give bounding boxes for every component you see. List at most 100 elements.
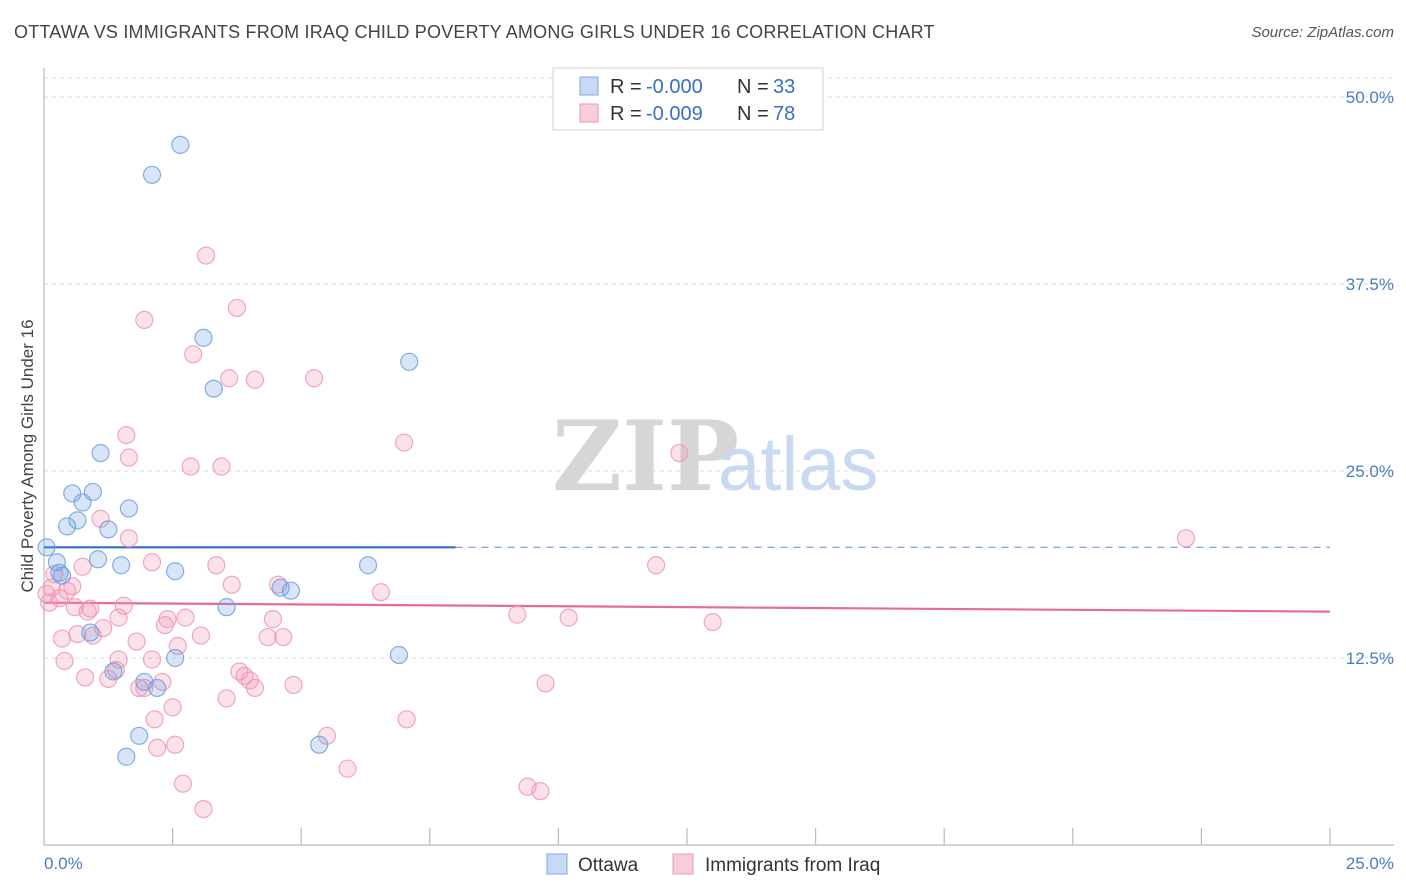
iraq-point xyxy=(148,738,167,757)
iraq-point xyxy=(173,774,192,793)
x-tick-label-min: 0.0% xyxy=(44,854,83,873)
iraq-point xyxy=(647,556,666,575)
iraq-point xyxy=(196,246,216,265)
ottawa-point xyxy=(400,352,419,371)
iraq-point xyxy=(130,678,149,698)
iraq-point xyxy=(109,650,128,669)
y-tick-label: 12.5% xyxy=(1346,649,1394,668)
ottawa-point xyxy=(171,135,190,154)
iraq-point xyxy=(37,584,56,603)
iraq-point xyxy=(184,345,203,364)
iraq-point xyxy=(222,575,241,594)
legend-r-value-ottawa: -0.000 xyxy=(646,76,703,98)
iraq-point xyxy=(284,675,303,695)
iraq-point xyxy=(168,636,187,656)
iraq-point xyxy=(78,602,97,621)
source-label: Source: ZipAtlas.com xyxy=(1251,24,1394,41)
ottawa-point xyxy=(119,499,138,518)
iraq-point xyxy=(508,605,527,624)
iraq-point xyxy=(194,799,213,819)
ottawa-point xyxy=(271,578,290,597)
data-points xyxy=(37,135,1196,819)
iraq-point xyxy=(274,627,293,647)
ottawa-point xyxy=(68,511,87,530)
ottawa-point xyxy=(166,562,185,581)
legend-swatch-ottawa xyxy=(579,76,599,96)
iraq-point xyxy=(670,443,689,463)
legend-n-value-iraq: 78 xyxy=(773,103,795,125)
iraq-point xyxy=(142,553,162,572)
legend-r-label-iraq: R = xyxy=(610,103,642,125)
y-tick-label: 25.0% xyxy=(1346,462,1394,481)
ottawa-point xyxy=(63,484,82,503)
ottawa-point xyxy=(117,747,136,766)
x-tick-label-max: 25.0% xyxy=(1346,854,1394,873)
y-tick-label: 50.0% xyxy=(1346,88,1394,107)
ottawa-point xyxy=(91,443,110,463)
iraq-trend-line xyxy=(43,601,1331,613)
legend-swatch-iraq xyxy=(579,103,599,123)
iraq-point xyxy=(258,627,277,647)
chart-title: OTTAWA VS IMMIGRANTS FROM IRAQ CHILD POV… xyxy=(14,22,935,42)
iraq-point xyxy=(117,425,136,445)
iraq-point xyxy=(166,735,185,754)
iraq-point xyxy=(114,596,133,615)
ottawa-point xyxy=(112,556,131,575)
ottawa-point xyxy=(83,482,102,502)
ottawa-point xyxy=(37,538,56,557)
iraq-point xyxy=(263,610,283,629)
iraq-point xyxy=(536,674,555,693)
iraq-point xyxy=(181,457,200,476)
iraq-point xyxy=(397,710,416,729)
gridlines xyxy=(44,77,1394,659)
ottawa-point xyxy=(50,563,69,582)
ottawa-point xyxy=(281,581,301,600)
iraq-point xyxy=(73,557,92,576)
iraq-point xyxy=(245,370,265,389)
iraq-point xyxy=(371,583,391,602)
legend-n-label-iraq: N = xyxy=(737,103,769,125)
iraq-point xyxy=(127,632,146,651)
iraq-point xyxy=(212,457,231,476)
iraq-point xyxy=(703,612,722,632)
iraq-point xyxy=(220,369,239,388)
iraq-point xyxy=(176,608,195,627)
iraq-point xyxy=(191,626,210,645)
iraq-point xyxy=(135,310,154,330)
ottawa-point xyxy=(130,726,149,745)
iraq-point xyxy=(227,298,246,318)
ottawa-point xyxy=(148,678,167,698)
ottawa-point xyxy=(217,598,236,617)
iraq-point xyxy=(119,529,138,548)
legend-r-label-ottawa: R = xyxy=(610,76,642,98)
iraq-point xyxy=(109,608,128,627)
iraq-point xyxy=(81,599,100,618)
iraq-point xyxy=(119,448,138,467)
ottawa-point xyxy=(310,735,329,754)
iraq-point xyxy=(217,689,236,708)
ottawa-point xyxy=(194,328,213,347)
bottom-legend-label-ottawa: Ottawa xyxy=(578,855,639,876)
legend-n-value-ottawa: 33 xyxy=(773,76,795,98)
iraq-point xyxy=(158,610,177,629)
trend-lines xyxy=(43,546,1331,613)
ottawa-point xyxy=(47,553,66,572)
ottawa-point xyxy=(58,517,77,536)
ottawa-point xyxy=(99,520,118,539)
iraq-point xyxy=(338,759,357,778)
iraq-point xyxy=(153,672,172,692)
legend-n-label-ottawa: N = xyxy=(737,76,769,98)
ottawa-point xyxy=(104,662,123,681)
legend-r-value-iraq: -0.009 xyxy=(646,103,703,125)
y-tick-labels: 12.5% 25.0% 37.5% 50.0% xyxy=(1346,88,1394,668)
iraq-point xyxy=(52,629,72,648)
ottawa-point xyxy=(389,645,409,665)
bottom-legend-swatch-ottawa xyxy=(546,853,568,875)
iraq-point xyxy=(394,433,414,452)
iraq-point xyxy=(76,668,95,687)
ottawa-point xyxy=(358,556,378,575)
bottom-legend-label-iraq: Immigrants from Iraq xyxy=(705,855,880,876)
ottawa-point xyxy=(142,165,162,184)
iraq-point xyxy=(135,678,154,698)
